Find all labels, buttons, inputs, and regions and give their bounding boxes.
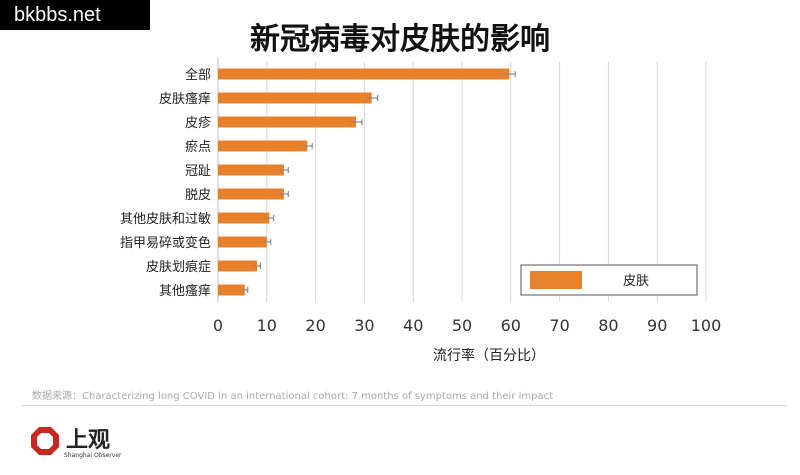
logo-subtitle: Shanghai Observer [64,452,122,459]
category-label: 皮疹 [185,115,211,131]
bar [218,140,308,152]
legend-swatch [530,271,582,289]
x-tick-label: 80 [598,316,618,335]
bar [218,260,258,272]
brand-logo[interactable]: 上观 Shanghai Observer [30,422,130,466]
bar [218,92,372,104]
category-label: 皮肤瘙痒 [159,91,211,107]
chart-title: 新冠病毒对皮肤的影响 [250,22,550,57]
bar [218,116,357,128]
x-tick-label: 20 [305,316,325,335]
x-tick-label: 70 [549,316,569,335]
logo-name: 上观 [66,427,111,453]
bar [218,236,267,248]
x-tick-label: 50 [452,316,472,335]
category-label: 瘀点 [185,139,211,155]
x-tick-label: 0 [213,316,223,335]
legend-label: 皮肤 [623,274,649,289]
category-label: 其他皮肤和过敏 [120,212,211,227]
bar [218,68,510,80]
category-label: 全部 [185,67,211,83]
divider [22,405,787,406]
category-label: 皮肤划痕症 [146,259,211,275]
category-label: 冠趾 [185,164,211,179]
category-label: 脱皮 [185,188,211,203]
x-tick-label: 40 [403,316,423,335]
x-tick-label: 60 [501,316,521,335]
x-axis-title: 流行率（百分比） [433,347,545,364]
x-tick-label: 100 [691,316,722,335]
x-tick-label: 10 [257,316,277,335]
x-tick-label: 30 [354,316,374,335]
watermark: bkbbs.net [0,0,150,30]
logo-mark-icon [31,427,59,455]
bar [218,212,270,224]
x-tick-label: 90 [647,316,667,335]
bar [218,164,284,176]
category-label: 指甲易碎或变色 [120,235,211,251]
bar [218,188,284,200]
bar [218,284,245,296]
source-note: 数据来源：Characterizing long COVID in an int… [32,391,554,402]
category-label: 其他瘙痒 [159,283,211,299]
